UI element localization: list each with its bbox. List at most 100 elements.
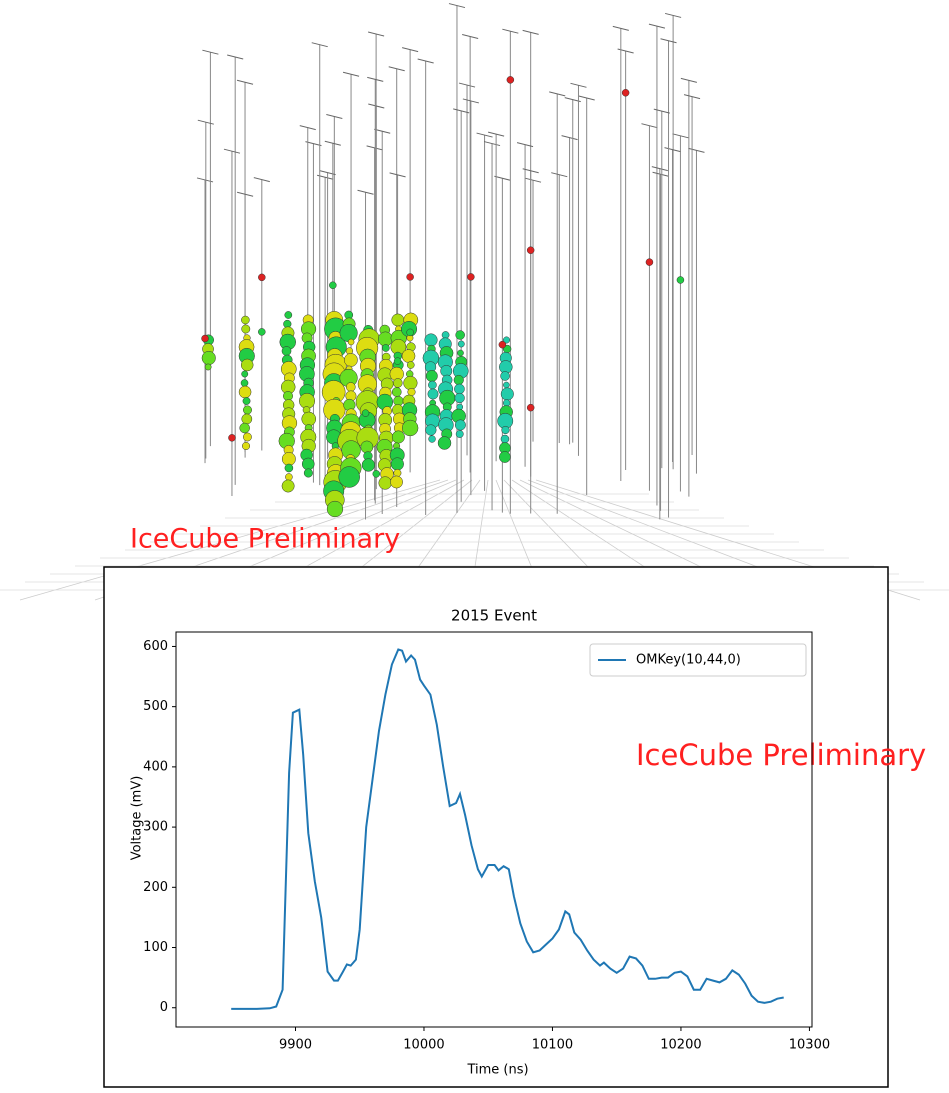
string-cap	[641, 123, 658, 129]
hit	[437, 436, 452, 450]
hit	[241, 315, 250, 325]
string-cap	[448, 3, 466, 9]
hit	[242, 441, 251, 451]
hit	[301, 411, 317, 427]
hit	[428, 435, 436, 443]
string-cap	[342, 71, 360, 77]
hit	[457, 349, 464, 357]
event-display	[0, 3, 949, 601]
hit	[499, 451, 511, 463]
string-cap	[653, 108, 670, 114]
hit	[361, 409, 370, 417]
string-cap	[367, 76, 384, 82]
hit	[285, 473, 293, 481]
hit	[401, 419, 419, 437]
string-cap	[524, 177, 542, 183]
hit	[393, 469, 402, 477]
plot-area	[175, 631, 813, 1028]
string-cap	[664, 12, 682, 18]
x-tick-label: 9900	[279, 1038, 312, 1053]
hit	[391, 313, 405, 327]
hit	[239, 422, 250, 434]
string-cap	[549, 91, 566, 97]
string-cap	[236, 79, 254, 85]
hit	[391, 430, 405, 444]
hit	[344, 353, 358, 367]
string-cap	[236, 191, 254, 197]
hit	[303, 468, 313, 478]
y-tick-label: 500	[143, 699, 168, 714]
legend-label: OMKey(10,44,0)	[636, 653, 741, 668]
string-cap	[651, 166, 668, 172]
hit	[645, 258, 654, 266]
string-cap	[476, 132, 493, 138]
hit	[455, 430, 464, 438]
string-cap	[357, 189, 374, 195]
string-cap	[664, 147, 681, 153]
string-cap	[522, 29, 539, 35]
series-line	[231, 648, 784, 1010]
hit	[361, 458, 376, 472]
hit	[676, 276, 685, 284]
hit	[378, 476, 392, 490]
hit	[425, 370, 438, 382]
hit	[500, 387, 514, 401]
string-cap	[253, 177, 270, 183]
hit	[241, 413, 253, 425]
chart-title: 2015 Event	[451, 607, 537, 625]
hit	[326, 500, 344, 518]
hit	[506, 76, 515, 84]
string-cap	[462, 33, 479, 39]
hit	[201, 334, 209, 343]
hit	[241, 324, 251, 334]
string-cap	[522, 168, 539, 174]
string-cap	[612, 25, 629, 31]
string-cap	[402, 47, 419, 53]
string-cap	[680, 77, 698, 83]
string-cap	[683, 94, 701, 100]
hit	[345, 382, 356, 392]
hit	[238, 385, 252, 399]
hit	[281, 479, 295, 493]
string-cap	[366, 145, 383, 151]
hit	[407, 387, 416, 397]
hit	[329, 281, 337, 289]
string-cap	[578, 95, 595, 101]
string-cap	[516, 142, 534, 148]
hit	[258, 273, 266, 282]
hit	[501, 425, 510, 435]
hit	[281, 346, 292, 356]
hit	[201, 350, 216, 366]
hit	[391, 387, 402, 397]
hit	[392, 378, 403, 388]
hit	[284, 311, 293, 319]
string-cap	[672, 133, 689, 139]
string-cap	[648, 23, 666, 29]
watermark: IceCube Preliminary	[130, 524, 400, 555]
string-cap	[223, 148, 241, 154]
hit	[401, 349, 416, 363]
hit	[467, 273, 475, 281]
string-cap	[388, 66, 405, 72]
x-tick-label: 10100	[532, 1038, 573, 1053]
string-cap	[617, 48, 634, 54]
string-cap	[561, 135, 578, 141]
string-cap	[227, 54, 244, 60]
y-tick-label: 600	[143, 639, 168, 654]
hit	[427, 388, 439, 400]
hit	[457, 340, 465, 348]
y-axis-label: Voltage (mV)	[130, 776, 145, 861]
x-tick-label: 10300	[789, 1038, 830, 1053]
hit	[347, 338, 355, 346]
string-cap	[487, 131, 505, 137]
legend-box	[589, 643, 807, 677]
string-cap	[367, 31, 385, 37]
x-tick-label: 10000	[403, 1038, 444, 1053]
hit	[503, 381, 510, 389]
string-cap	[202, 49, 219, 55]
hit	[240, 379, 249, 387]
x-tick-label: 10200	[660, 1038, 701, 1053]
hit	[228, 434, 236, 442]
